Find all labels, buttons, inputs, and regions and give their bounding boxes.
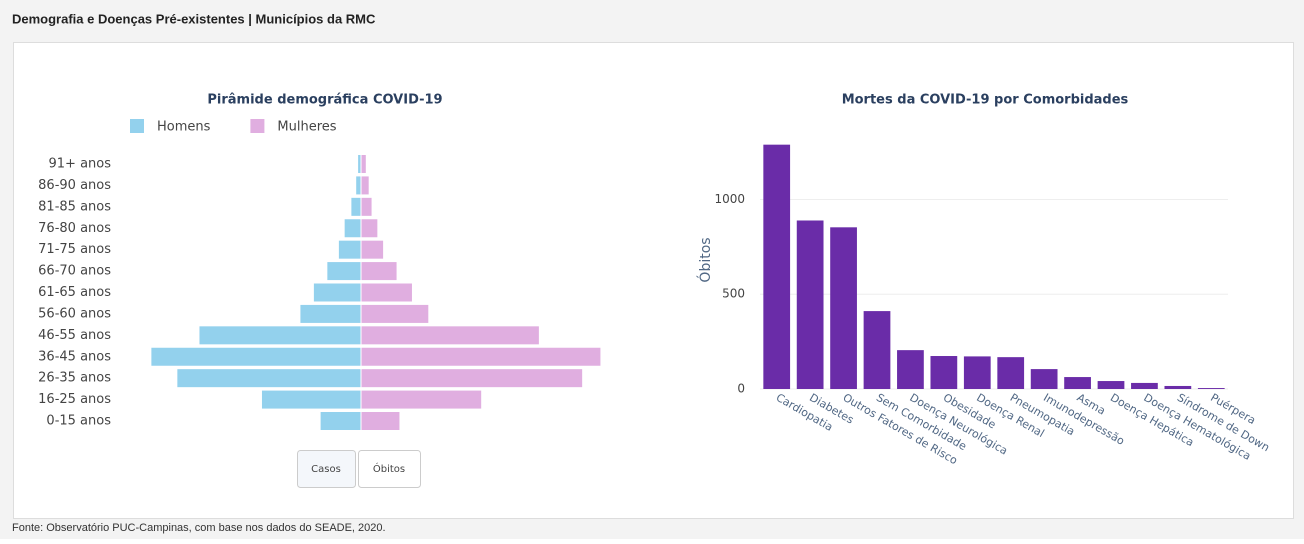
y-tick-label: 86-90 anos	[38, 178, 111, 193]
y-tick-label: 0-15 anos	[46, 414, 111, 429]
bar	[338, 240, 361, 259]
bar	[1164, 385, 1192, 389]
button-label[interactable]: Óbitos	[373, 462, 405, 475]
bar	[997, 357, 1025, 389]
bar	[1197, 388, 1225, 389]
bar	[361, 304, 429, 323]
bar	[1131, 382, 1158, 389]
bar	[313, 283, 361, 302]
bar	[151, 347, 361, 366]
bar	[796, 220, 824, 389]
button-bg	[358, 450, 421, 488]
bar	[361, 347, 601, 366]
bar	[358, 155, 361, 173]
bar	[300, 304, 361, 323]
bar	[897, 350, 924, 389]
chart-title: Mortes da COVID-19 por Comorbidades	[842, 93, 1129, 108]
legend-swatch	[250, 119, 265, 133]
legend-swatch	[130, 119, 144, 133]
y-tick-label: 91+ anos	[49, 157, 112, 172]
y-tick-label: 16-25 anos	[38, 392, 111, 407]
legend-label: Mulheres	[277, 120, 336, 135]
bar	[356, 176, 361, 195]
bar	[351, 197, 361, 216]
bar	[1097, 381, 1125, 389]
button-bg	[297, 450, 356, 488]
button-casos[interactable]: Casos	[297, 450, 356, 488]
bar	[361, 412, 400, 430]
bar	[930, 356, 958, 389]
y-tick-label: 76-80 anos	[38, 221, 111, 236]
y-tick-label: 81-85 anos	[38, 199, 111, 214]
bar	[361, 176, 369, 195]
page-title: Demografia e Doenças Pré-existentes | Mu…	[12, 11, 376, 26]
y-tick-label: 0	[737, 382, 745, 396]
bar	[763, 144, 791, 389]
y-tick-label: 26-35 anos	[38, 371, 111, 386]
y-tick-label: 56-60 anos	[38, 306, 111, 321]
y-axis-label: Óbitos	[696, 237, 714, 282]
bar	[199, 326, 361, 345]
bar	[1064, 377, 1091, 389]
panel	[13, 42, 1294, 519]
bar	[963, 356, 991, 389]
y-tick-label: 500	[722, 287, 745, 301]
bar	[863, 311, 891, 389]
y-tick-label: 66-70 anos	[38, 264, 111, 279]
bar	[361, 240, 384, 259]
legend-label: Homens	[157, 120, 211, 135]
bar	[361, 219, 378, 238]
bar	[261, 390, 361, 409]
y-tick-label: 1000	[714, 192, 745, 206]
bar	[361, 197, 372, 216]
y-tick-label: 61-65 anos	[38, 285, 111, 300]
bar	[1030, 369, 1058, 389]
bar	[327, 262, 361, 281]
button-label[interactable]: Casos	[311, 464, 341, 475]
y-tick-label: 46-55 anos	[38, 328, 111, 343]
bar	[344, 219, 361, 238]
button-obitos[interactable]: Óbitos	[358, 450, 421, 488]
source: Fonte: Observatório PUC-Campinas, com ba…	[12, 522, 386, 534]
y-tick-label: 36-45 anos	[38, 349, 111, 364]
bar	[361, 283, 412, 302]
bar	[361, 326, 539, 345]
bar	[361, 369, 583, 388]
bar	[830, 227, 857, 389]
y-tick-label: 71-75 anos	[38, 242, 111, 257]
chart-title: Pirâmide demográfica COVID-19	[207, 93, 442, 108]
bar	[320, 412, 361, 430]
bar	[361, 262, 397, 281]
bar	[361, 155, 366, 173]
bar	[361, 390, 482, 409]
bar	[177, 369, 361, 388]
